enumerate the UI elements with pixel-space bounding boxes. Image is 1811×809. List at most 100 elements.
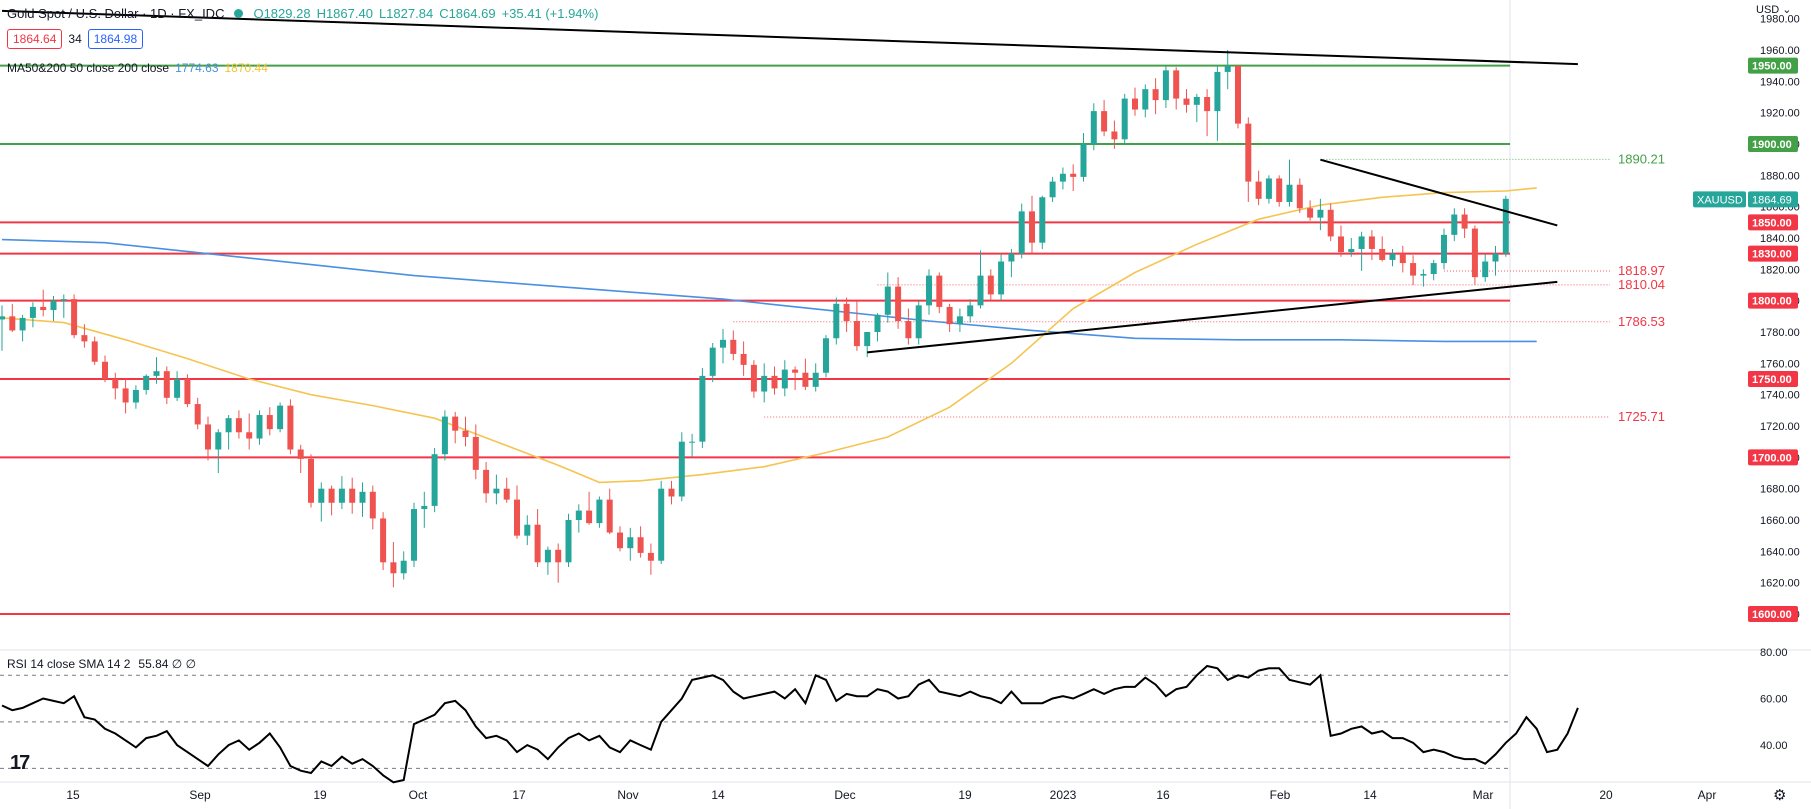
candle xyxy=(1389,248,1396,267)
candle-body xyxy=(895,286,902,322)
candle xyxy=(956,308,963,332)
candle-body xyxy=(967,305,974,317)
spread-value: 34 xyxy=(68,32,82,46)
candle xyxy=(1482,253,1489,282)
candle-body xyxy=(1204,97,1211,112)
candle xyxy=(1276,175,1283,207)
candle-body xyxy=(864,332,871,347)
candle xyxy=(1039,195,1046,249)
candle xyxy=(699,368,706,448)
price-tick-label: 1820.00 xyxy=(1760,264,1800,276)
buy-button[interactable]: 1864.98 xyxy=(87,29,144,49)
candle-body xyxy=(153,371,160,376)
candle-body xyxy=(998,261,1005,295)
ma-legend[interactable]: MA50&200 50 close 200 close 1774.63 1870.4… xyxy=(7,61,268,75)
candle xyxy=(555,543,562,583)
candle xyxy=(1224,50,1231,90)
candle xyxy=(1296,178,1303,213)
ohlc-high: H1867.40 xyxy=(316,6,373,21)
candle-body xyxy=(812,372,819,387)
candle xyxy=(823,335,829,378)
sell-button[interactable]: 1864.64 xyxy=(7,29,63,49)
candle xyxy=(1399,245,1406,273)
last-price-badge xyxy=(1748,191,1798,208)
candle xyxy=(1059,167,1066,190)
candle-body xyxy=(287,405,294,450)
trendline xyxy=(1,9,1578,66)
candle-body xyxy=(792,369,799,373)
rsi-legend[interactable]: RSI 14 close SMA 14 2 55.84 ∅ ∅ xyxy=(7,657,196,671)
trendline xyxy=(867,280,1558,354)
candle xyxy=(874,313,881,342)
price-tick-label: 1740.00 xyxy=(1760,390,1800,402)
ma200-value: 1870.44 xyxy=(224,61,268,75)
candle xyxy=(297,444,304,473)
candle xyxy=(1142,84,1149,118)
candle-body xyxy=(493,488,500,494)
candle xyxy=(91,336,98,365)
price-tick-label: 1880.00 xyxy=(1760,170,1800,182)
candle-body xyxy=(1224,65,1231,72)
candle-body xyxy=(658,488,665,561)
candle-body xyxy=(1420,274,1427,276)
candle-body xyxy=(400,560,407,574)
candle xyxy=(689,433,696,458)
time-tick-label: Mar xyxy=(1473,788,1494,802)
candle xyxy=(153,357,160,384)
candle-body xyxy=(1327,209,1334,237)
candle xyxy=(1379,236,1386,262)
candle xyxy=(647,543,654,575)
candle xyxy=(1173,67,1180,110)
rsi-value: 55.84 xyxy=(138,657,169,671)
time-axis[interactable]: 15 Sep 19 Oct 17 Nov 14 Dec 19 2023 16 Feb 14 Mar 20 Ap… xyxy=(66,788,1716,802)
candle-body xyxy=(1080,144,1087,177)
candle-body xyxy=(833,303,840,339)
price-axis[interactable]: 1600.00 1620.00 1640.00 1660.00 1680.00 1700.… xyxy=(1693,14,1800,622)
candle-body xyxy=(699,375,706,442)
candle-body xyxy=(112,379,119,389)
candle xyxy=(740,341,747,376)
time-tick-label: Oct xyxy=(409,788,428,802)
price-tick-label: 1780.00 xyxy=(1760,327,1800,339)
annotation-label: 1810.04 xyxy=(1618,277,1665,292)
time-tick-label: Dec xyxy=(834,788,855,802)
candle-body xyxy=(936,275,943,307)
candle xyxy=(1183,89,1190,113)
candle-body xyxy=(637,537,644,553)
candle-body xyxy=(761,375,768,392)
time-tick-label: 16 xyxy=(1156,788,1170,802)
candle-body xyxy=(215,432,222,450)
candle-body xyxy=(1070,173,1077,177)
candle xyxy=(9,303,16,332)
candle xyxy=(617,526,623,552)
candle xyxy=(338,476,345,510)
candle-body xyxy=(1348,248,1355,253)
candle xyxy=(380,512,387,571)
candle xyxy=(102,355,108,383)
candle-body xyxy=(380,518,387,563)
time-tick-label: 14 xyxy=(711,788,725,802)
gear-icon[interactable]: ⚙ xyxy=(1773,787,1787,804)
candle xyxy=(462,416,469,447)
tradingview-logo[interactable]: 17 xyxy=(10,752,30,774)
currency-selector[interactable]: USD ⌄ xyxy=(1756,3,1792,16)
candle-body xyxy=(689,441,696,443)
candle-body xyxy=(19,317,26,331)
candle xyxy=(452,411,459,444)
candle xyxy=(1368,230,1375,260)
candle xyxy=(637,526,644,558)
candle xyxy=(1492,245,1499,276)
candle xyxy=(1204,89,1211,137)
candle-body xyxy=(1265,178,1272,199)
trendlines[interactable] xyxy=(1,9,1578,354)
candle-body xyxy=(987,275,994,295)
rsi-pane: 40.00 60.00 80.00 xyxy=(0,647,1788,784)
symbol-title[interactable]: Gold Spot / U.S. Dollar · 1D · FX_IDC xyxy=(7,6,225,21)
candle-body xyxy=(977,275,984,306)
candle-body xyxy=(1399,253,1406,264)
candle xyxy=(1265,175,1272,204)
level-axis-badge xyxy=(1748,214,1798,231)
annotation-label: 1890.21 xyxy=(1618,151,1665,166)
